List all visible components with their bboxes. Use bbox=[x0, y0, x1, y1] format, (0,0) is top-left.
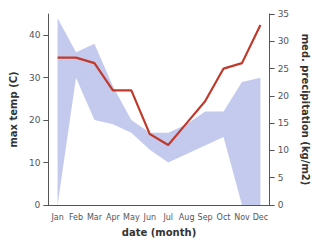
svg-text:20: 20 bbox=[278, 91, 290, 101]
svg-text:30: 30 bbox=[29, 73, 41, 83]
svg-text:0: 0 bbox=[278, 200, 284, 210]
svg-text:Jun: Jun bbox=[143, 213, 157, 222]
svg-text:Apr: Apr bbox=[106, 213, 121, 222]
svg-text:Sep: Sep bbox=[198, 213, 213, 222]
svg-text:0: 0 bbox=[35, 200, 41, 210]
svg-text:10: 10 bbox=[29, 158, 41, 168]
svg-text:10: 10 bbox=[278, 145, 290, 155]
svg-text:max temp (C): max temp (C) bbox=[8, 71, 19, 147]
svg-text:Nov: Nov bbox=[234, 213, 250, 222]
svg-text:25: 25 bbox=[278, 64, 289, 74]
svg-text:Mar: Mar bbox=[87, 213, 103, 222]
svg-text:5: 5 bbox=[278, 173, 284, 183]
svg-text:date (month): date (month) bbox=[122, 227, 196, 238]
svg-text:40: 40 bbox=[29, 30, 41, 40]
svg-text:Aug: Aug bbox=[179, 213, 195, 222]
svg-text:30: 30 bbox=[278, 36, 290, 46]
svg-text:Dec: Dec bbox=[253, 213, 268, 222]
svg-text:Feb: Feb bbox=[69, 213, 83, 222]
svg-text:Jan: Jan bbox=[50, 213, 63, 222]
svg-text:Oct: Oct bbox=[217, 213, 231, 222]
svg-text:May: May bbox=[123, 213, 140, 222]
svg-text:15: 15 bbox=[278, 118, 289, 128]
svg-text:20: 20 bbox=[29, 115, 41, 125]
svg-text:med. precipitation (kg/m2): med. precipitation (kg/m2) bbox=[300, 34, 311, 186]
svg-text:Jul: Jul bbox=[162, 213, 173, 222]
svg-text:35: 35 bbox=[278, 9, 289, 19]
